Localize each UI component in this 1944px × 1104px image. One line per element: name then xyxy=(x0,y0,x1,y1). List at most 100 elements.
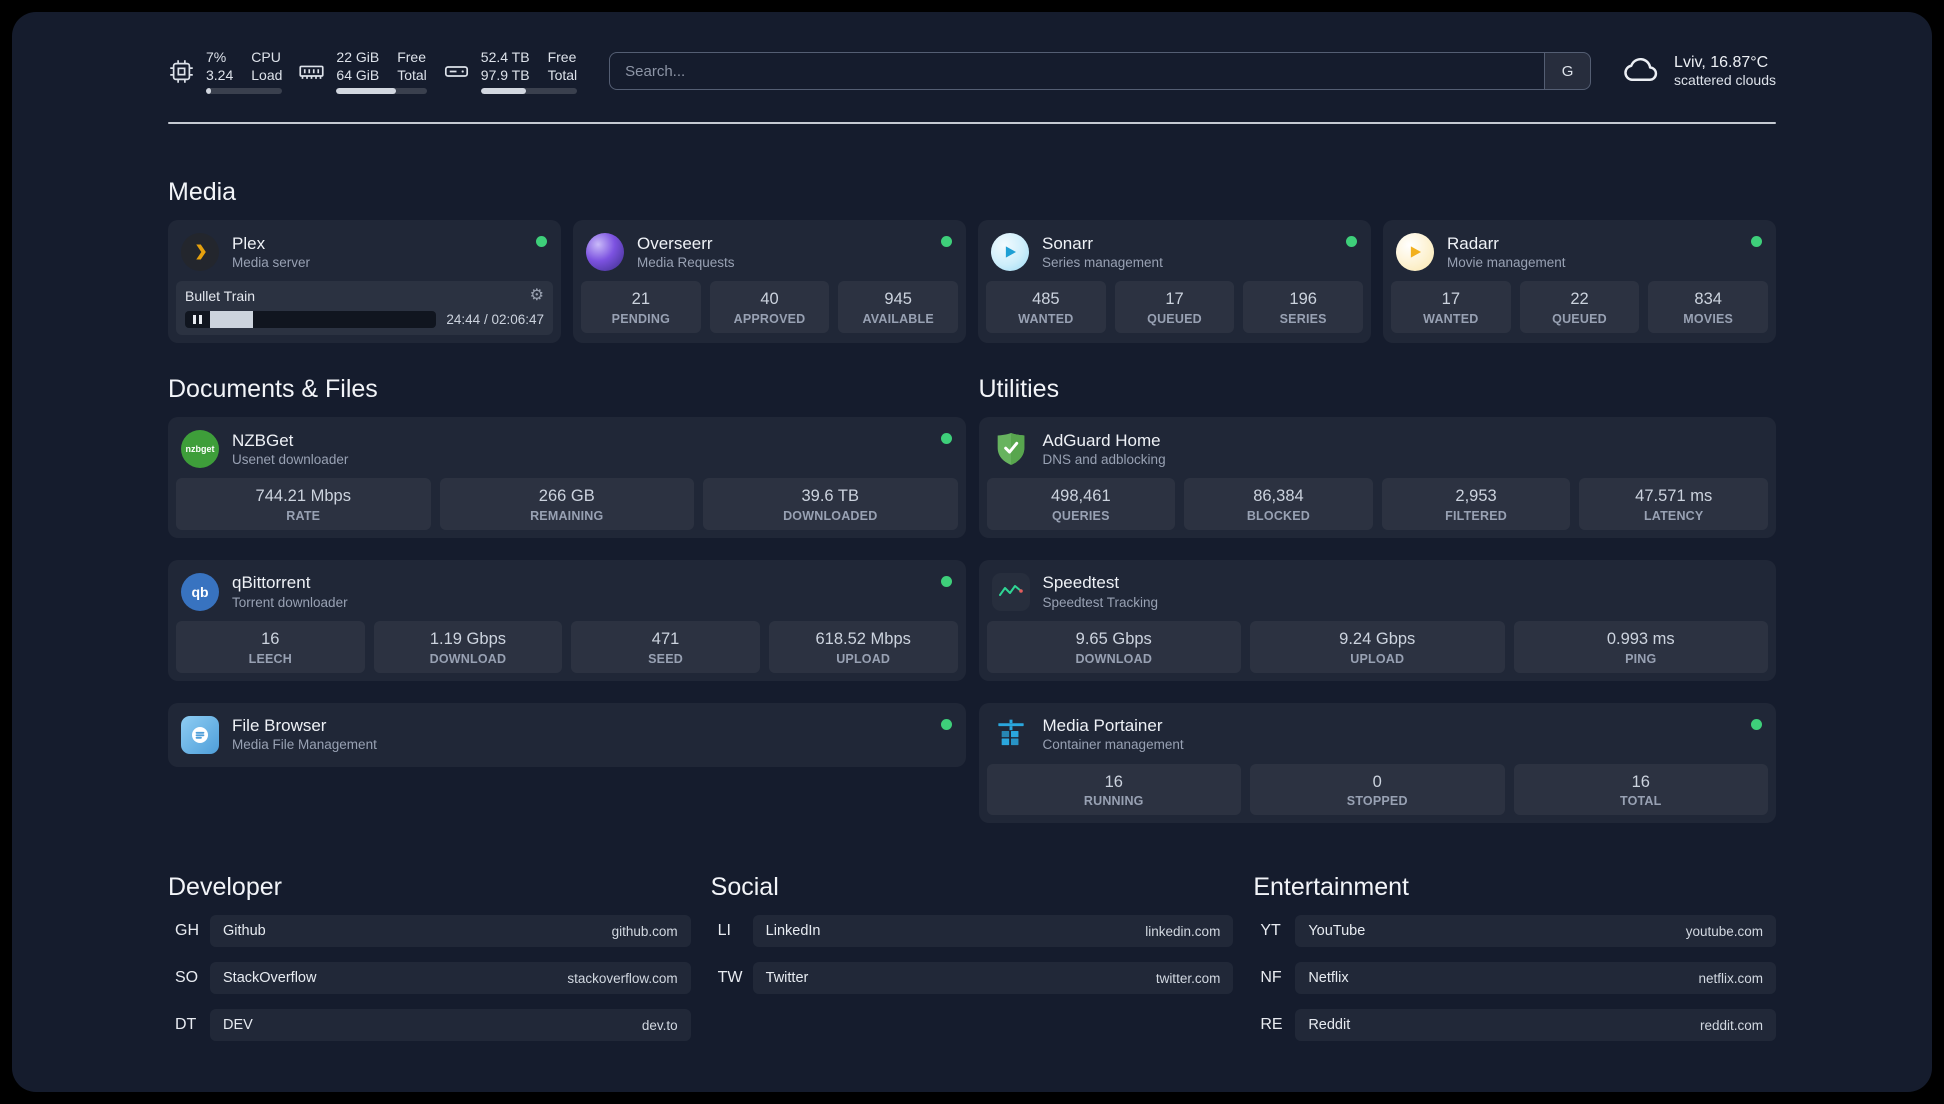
status-dot xyxy=(1751,718,1762,730)
playback-time: 24:44 / 02:06:47 xyxy=(446,312,544,328)
stat-label: APPROVED xyxy=(733,312,806,326)
service-name: Speedtest xyxy=(1042,573,1120,593)
search-provider-button[interactable]: G xyxy=(1544,53,1591,90)
stat-value: 21 xyxy=(631,290,651,309)
service-card-filebrowser[interactable]: File Browser Media File Management xyxy=(168,702,966,767)
bookmark-name: LinkedIn xyxy=(765,923,821,940)
stat-queued: 22 QUEUED xyxy=(1519,281,1640,333)
service-description: Movie management xyxy=(1447,255,1566,271)
search-input[interactable] xyxy=(610,53,1545,90)
stat-label: PING xyxy=(1625,651,1657,666)
service-name: Radarr xyxy=(1447,233,1499,253)
service-description: Speedtest Tracking xyxy=(1042,594,1159,610)
cpu-load-value: 3.24 xyxy=(206,67,234,84)
bookmark-youtube[interactable]: YT YouTube youtube.com xyxy=(1253,915,1776,948)
stat-label: LEECH xyxy=(248,651,292,666)
stat-value: 485 xyxy=(1032,290,1060,309)
status-dot xyxy=(1751,236,1762,248)
service-card-plex[interactable]: Plex Media server Bullet Train ⚙ xyxy=(168,220,561,344)
stat-download: 9.65 Gbps DOWNLOAD xyxy=(986,621,1241,673)
cpu-usage-bar-fill xyxy=(206,88,212,95)
bookmark-netflix[interactable]: NF Netflix netflix.com xyxy=(1253,962,1776,995)
bookmark-url: netflix.com xyxy=(1698,970,1763,986)
bookmark-abbr: TW xyxy=(717,969,743,987)
stat-latency: 47.571 ms LATENCY xyxy=(1579,478,1768,530)
service-name: qBittorrent xyxy=(232,573,311,593)
divider xyxy=(168,122,1776,125)
bookmark-abbr: LI xyxy=(717,922,731,940)
status-dot xyxy=(940,433,952,445)
stat-wanted: 17 WANTED xyxy=(1391,281,1511,333)
stat-downloaded: 39.6 TB DOWNLOADED xyxy=(703,478,958,530)
stat-value: 22 xyxy=(1570,290,1589,309)
stat-value: 9.24 Gbps xyxy=(1339,630,1416,648)
stat-upload: 9.24 Gbps UPLOAD xyxy=(1250,621,1505,673)
stat-stopped: 0 STOPPED xyxy=(1250,763,1505,816)
service-card-adguard[interactable]: AdGuard Home DNS and adblocking 498,461 … xyxy=(978,417,1776,538)
service-card-speedtest[interactable]: Speedtest Speedtest Tracking 9.65 Gbps D… xyxy=(978,560,1776,681)
bookmark-stackoverflow[interactable]: SO StackOverflow stackoverflow.com xyxy=(168,962,691,995)
stat-value: 744.21 Mbps xyxy=(255,487,351,506)
section-title-social: Social xyxy=(710,873,779,902)
cpu-load-label: Load xyxy=(251,67,283,84)
bookmark-reddit[interactable]: RE Reddit reddit.com xyxy=(1253,1009,1776,1042)
status-dot xyxy=(940,576,952,587)
stat-label: REMAINING xyxy=(530,509,604,523)
playback-progress-bar[interactable] xyxy=(185,311,437,329)
stat-value: 498,461 xyxy=(1050,487,1111,506)
search-bar[interactable]: G xyxy=(609,52,1592,91)
stat-label: PENDING xyxy=(611,312,671,326)
bookmark-linkedin[interactable]: LI LinkedIn linkedin.com xyxy=(711,915,1234,948)
stat-movies: 834 MOVIES xyxy=(1648,281,1769,333)
bookmark-name: YouTube xyxy=(1308,923,1366,940)
stat-value: 0.993 ms xyxy=(1606,630,1675,648)
service-name: NZBGet xyxy=(232,430,294,450)
adguard-icon xyxy=(992,430,1030,468)
media-grid: Plex Media server Bullet Train ⚙ xyxy=(168,220,1776,344)
bookmark-dev[interactable]: DT DEV dev.to xyxy=(168,1009,691,1042)
stat-label: MOVIES xyxy=(1683,312,1734,326)
stat-filtered: 2,953 FILTERED xyxy=(1381,478,1571,530)
bookmark-url: github.com xyxy=(611,923,678,939)
service-description: DNS and adblocking xyxy=(1042,452,1166,468)
stat-label: BLOCKED xyxy=(1246,509,1311,523)
service-card-portainer[interactable]: Media Portainer Container management 16 … xyxy=(978,702,1776,824)
portainer-icon xyxy=(992,716,1030,754)
disk-usage-bar xyxy=(480,88,578,95)
bookmark-twitter[interactable]: TW Twitter twitter.com xyxy=(711,962,1234,995)
service-card-radarr[interactable]: Radarr Movie management 17 WANTED 22 QUE… xyxy=(1383,220,1776,344)
stat-value: 9.65 Gbps xyxy=(1075,630,1152,648)
stat-remaining: 266 GB REMAINING xyxy=(439,478,694,530)
stat-value: 618.52 Mbps xyxy=(815,630,911,648)
dashboard-panel: 7% CPU 3.24 Load 22 GiB Free 6 xyxy=(12,12,1932,1092)
status-dot xyxy=(940,718,952,730)
service-card-qbittorrent[interactable]: qb qBittorrent Torrent downloader 16 LEE… xyxy=(168,560,966,681)
bookmark-name: Netflix xyxy=(1308,970,1349,987)
stat-value: 834 xyxy=(1694,290,1722,309)
stat-value: 266 GB xyxy=(538,487,595,506)
speedtest-icon xyxy=(991,573,1030,611)
stat-approved: 40 APPROVED xyxy=(709,281,830,333)
bookmark-url: linkedin.com xyxy=(1145,923,1221,939)
stat-value: 196 xyxy=(1289,290,1317,309)
service-card-sonarr[interactable]: Sonarr Series management 485 WANTED 17 Q… xyxy=(978,220,1371,344)
bookmark-name: DEV xyxy=(223,1017,253,1034)
qbittorrent-icon: qb xyxy=(181,573,219,611)
stat-label: SEED xyxy=(648,651,683,666)
service-card-overseerr[interactable]: Overseerr Media Requests 21 PENDING 40 A… xyxy=(573,220,966,344)
memory-usage-bar-fill xyxy=(336,88,397,95)
stat-upload: 618.52 Mbps UPLOAD xyxy=(768,621,958,673)
service-description: Container management xyxy=(1042,737,1184,753)
stat-running: 16 RUNNING xyxy=(986,763,1241,816)
stat-label: QUEUED xyxy=(1147,312,1202,326)
stat-value: 16 xyxy=(1631,772,1650,791)
service-description: Torrent downloader xyxy=(232,594,348,610)
stat-value: 40 xyxy=(760,290,779,309)
gear-icon[interactable]: ⚙ xyxy=(529,287,544,305)
bookmark-github[interactable]: GH Github github.com xyxy=(168,915,691,948)
service-card-nzbget[interactable]: nzbget NZBGet Usenet downloader 744.21 M… xyxy=(168,417,966,538)
cloud-icon xyxy=(1621,54,1661,89)
disk-widget: 52.4 TB Free 97.9 TB Total xyxy=(443,48,578,95)
pause-icon[interactable] xyxy=(185,311,210,328)
qbittorrent-icon-text: qb xyxy=(191,584,209,600)
